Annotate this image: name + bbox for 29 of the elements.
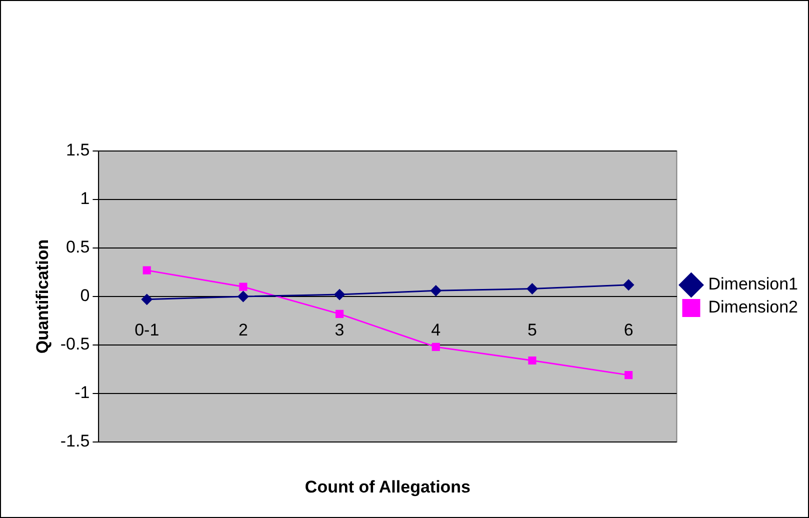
point bbox=[334, 289, 346, 300]
point bbox=[430, 285, 442, 296]
point bbox=[238, 291, 249, 302]
y-tick-label: 0 bbox=[80, 286, 90, 306]
y-tick-label: 1.5 bbox=[66, 140, 90, 160]
y-tick-label: -1 bbox=[74, 383, 90, 402]
point bbox=[528, 356, 536, 365]
y-tick-label: 1 bbox=[80, 189, 90, 208]
legend-label: Dimension1 bbox=[708, 274, 798, 294]
point bbox=[239, 282, 248, 291]
point bbox=[623, 279, 634, 290]
x-tick-label: 0-1 bbox=[134, 320, 160, 340]
y-tick-label: -1.5 bbox=[60, 432, 90, 451]
y-tick-label: 0.5 bbox=[66, 238, 90, 257]
x-tick-label: 5 bbox=[527, 320, 537, 340]
point bbox=[142, 266, 151, 274]
x-tick-label: 2 bbox=[238, 320, 248, 340]
point bbox=[432, 342, 440, 351]
x-tick-label: 3 bbox=[334, 320, 344, 340]
x-tick-label: 6 bbox=[624, 320, 634, 340]
y-tick-label: -0.5 bbox=[60, 334, 90, 354]
y-axis-title: Quantification bbox=[32, 239, 52, 354]
point bbox=[624, 371, 633, 380]
point bbox=[336, 310, 344, 318]
x-tick-label: 4 bbox=[431, 320, 441, 340]
point bbox=[526, 283, 538, 294]
point bbox=[141, 294, 152, 305]
x-axis-title: Count of Allegations bbox=[304, 478, 471, 497]
legend-label: Dimension2 bbox=[708, 298, 798, 317]
